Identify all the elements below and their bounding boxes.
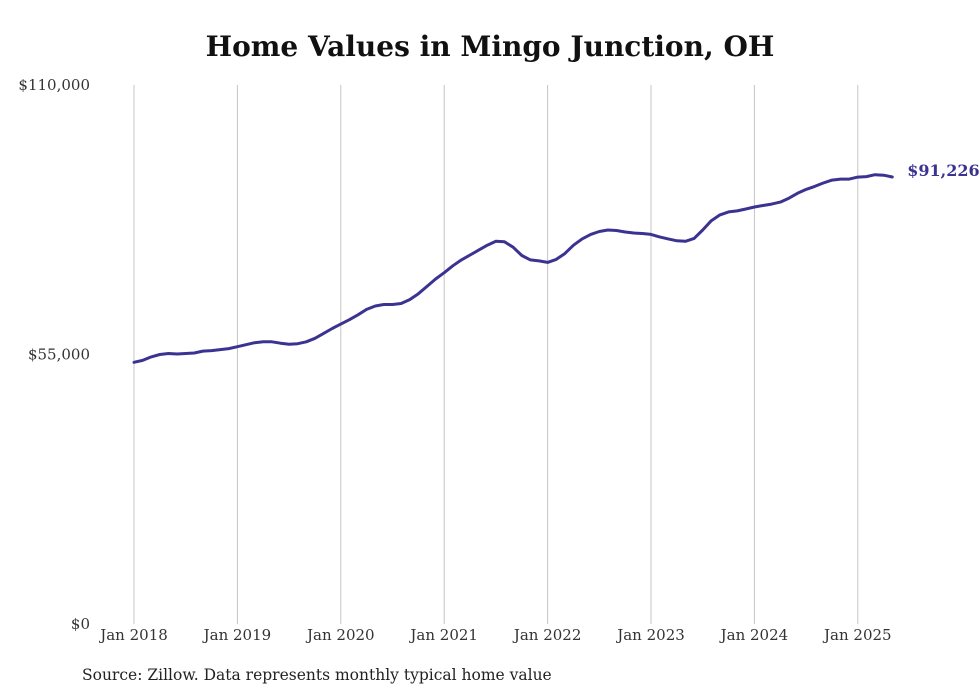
end-value-label: $91,226 [907, 161, 979, 180]
x-tick-label: Jan 2021 [408, 626, 478, 644]
series-layer: $91,226 [132, 161, 980, 364]
x-tick-label: Jan 2020 [305, 626, 375, 644]
grid-lines [133, 85, 859, 624]
x-tick-label: Jan 2018 [98, 626, 168, 644]
x-tick-label: Jan 2023 [615, 626, 685, 644]
y-tick-label: $110,000 [18, 76, 90, 94]
home-value-line [132, 173, 894, 364]
x-tick-label: Jan 2022 [512, 626, 582, 644]
x-tick-label: Jan 2024 [719, 626, 789, 644]
source-note: Source: Zillow. Data represents monthly … [82, 666, 552, 684]
y-tick-label: $55,000 [28, 346, 90, 364]
x-tick-label: Jan 2025 [822, 626, 892, 644]
y-axis-tick-labels: $0 $55,000 $110,000 [18, 76, 90, 633]
y-tick-label: $0 [71, 615, 90, 633]
x-axis-tick-labels: Jan 2018 Jan 2019 Jan 2020 Jan 2021 Jan 2022… [98, 626, 891, 644]
chart-title: Home Values in Mingo Junction, OH [205, 30, 775, 63]
x-tick-label: Jan 2019 [202, 626, 272, 644]
